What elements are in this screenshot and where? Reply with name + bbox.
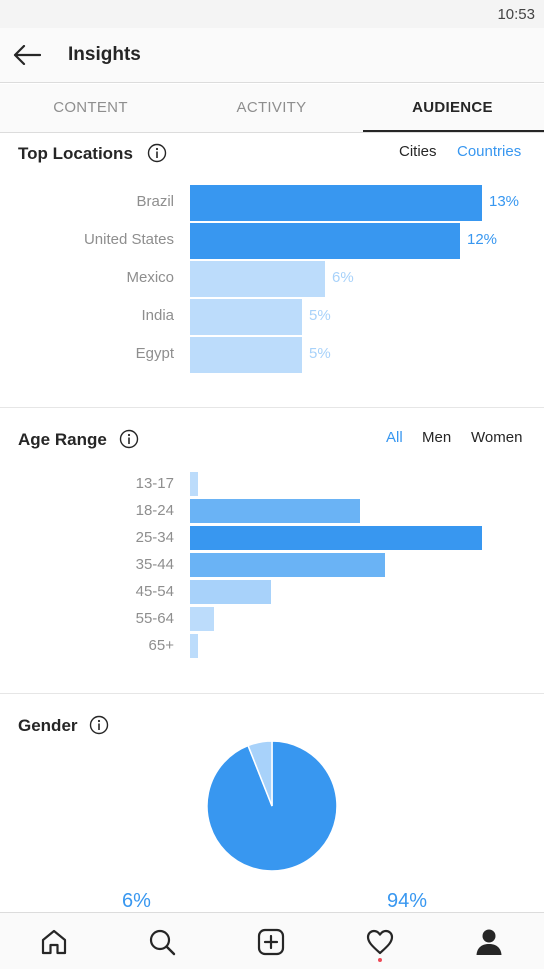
tab-activity[interactable]: ACTIVITY <box>236 99 307 116</box>
nav-profile[interactable] <box>435 913 543 969</box>
search-icon <box>149 929 176 955</box>
gender-slice-minor <box>247 740 273 807</box>
gender-title: Gender <box>18 716 78 735</box>
nav-search[interactable] <box>108 913 216 969</box>
active-tab-indicator <box>363 130 544 132</box>
location-value: 6% <box>332 269 354 286</box>
nav-new-post[interactable] <box>217 913 325 969</box>
filter-women[interactable]: Women <box>471 429 523 446</box>
location-value: 12% <box>467 231 498 248</box>
age-bar <box>190 499 360 523</box>
tab-content[interactable]: CONTENT <box>53 99 128 116</box>
gender-pie-chart <box>206 740 338 872</box>
home-icon <box>41 929 67 954</box>
age-range-section: Age Range All Men Women 13-17 18-24 25-34 3… <box>0 408 544 693</box>
filter-all[interactable]: All <box>386 429 403 446</box>
heart-icon <box>366 929 394 954</box>
info-icon[interactable] <box>147 143 167 163</box>
age-bar <box>190 553 385 577</box>
age-label: 18-24 <box>135 502 174 519</box>
age-label: 35-44 <box>135 556 174 573</box>
age-bar <box>190 472 198 496</box>
add-post-icon <box>257 928 285 955</box>
bottom-nav <box>0 912 544 969</box>
location-label: Egypt <box>135 345 174 362</box>
age-label: 45-54 <box>135 583 174 600</box>
arrow-left-icon <box>13 45 41 65</box>
location-value: 5% <box>309 345 331 362</box>
location-label: Brazil <box>136 193 174 210</box>
status-time: 10:53 <box>497 6 535 23</box>
insights-tabs: CONTENT ACTIVITY AUDIENCE <box>0 84 544 133</box>
gender-section: Gender 6% 94% <box>0 694 544 912</box>
age-label: 65+ <box>148 637 174 654</box>
age-bar <box>190 607 214 631</box>
tab-audience[interactable]: AUDIENCE <box>412 99 493 116</box>
page-title: Insights <box>68 44 141 65</box>
location-value: 13% <box>489 193 520 210</box>
gender-pct-label-major: 94% <box>387 890 428 912</box>
location-value: 5% <box>309 307 331 324</box>
filter-cities[interactable]: Cities <box>399 143 437 160</box>
profile-icon <box>476 929 502 955</box>
age-label: 25-34 <box>135 529 174 546</box>
age-bar <box>190 526 482 550</box>
age-label: 13-17 <box>135 475 174 492</box>
notification-dot <box>378 958 382 962</box>
age-label: 55-64 <box>135 610 174 627</box>
nav-home[interactable] <box>0 913 108 969</box>
age-bar <box>190 634 198 658</box>
top-locations-section: Top Locations Cities Countries Brazil 13%… <box>0 134 544 407</box>
filter-men[interactable]: Men <box>422 429 452 446</box>
location-bar <box>190 299 302 335</box>
section-divider <box>0 693 544 694</box>
filter-countries[interactable]: Countries <box>457 143 522 160</box>
back-button[interactable] <box>8 38 46 72</box>
location-label: United States <box>83 231 174 248</box>
app-header: Insights <box>0 28 544 83</box>
info-icon[interactable] <box>119 429 139 449</box>
location-bar <box>190 185 482 221</box>
location-bar <box>190 261 325 297</box>
info-icon[interactable] <box>89 715 109 735</box>
status-bar: 10:53 <box>0 0 544 28</box>
location-bar <box>190 223 460 259</box>
age-bar <box>190 580 271 604</box>
location-bar <box>190 337 302 373</box>
top-locations-title: Top Locations <box>18 144 133 163</box>
section-divider <box>0 407 544 408</box>
age-range-title: Age Range <box>18 430 107 449</box>
location-label: India <box>141 307 174 324</box>
gender-pct-label-minor: 6% <box>122 890 151 912</box>
location-label: Mexico <box>126 269 174 286</box>
nav-activity[interactable] <box>326 913 434 969</box>
